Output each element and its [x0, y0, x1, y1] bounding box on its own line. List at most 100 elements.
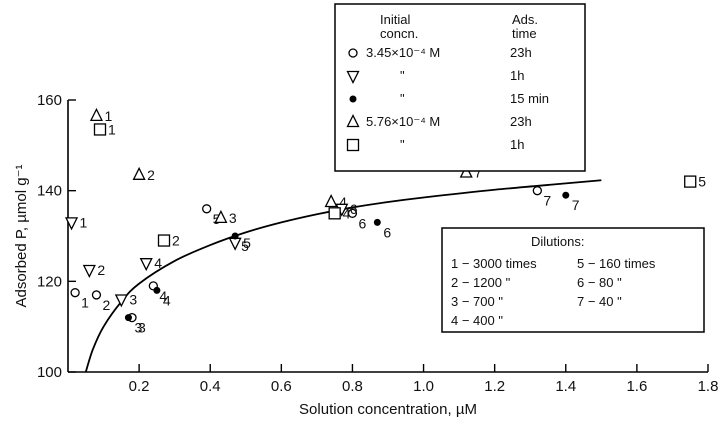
- axes: [67, 100, 708, 373]
- legend-header-time-line: time: [512, 26, 537, 41]
- dilutions-legend: Dilutions: 1 − 3000 times 5 − 160 times 2 …: [441, 227, 705, 333]
- point-dot: [231, 232, 239, 240]
- point-circle: [347, 208, 358, 218]
- x-ticks: 0.2 0.4 0.6 0.8 1.0 1.2 1.4 1.6 1.8: [129, 364, 719, 395]
- point-label: 3: [134, 320, 142, 336]
- data-points: 123456723534567123471461245: [65, 107, 706, 336]
- point-triangle-down: [65, 217, 79, 231]
- point-label: 4: [343, 205, 351, 221]
- point-triangle-down: [114, 294, 128, 308]
- legend-header-concn-line: Initial: [380, 12, 410, 27]
- legend-header-time: Ads. time: [512, 12, 538, 41]
- x-tick-label: 1.0: [413, 378, 434, 395]
- x-tick-label: 0.6: [271, 378, 292, 395]
- point-label: 6: [350, 201, 358, 217]
- y-tick-label: 140: [37, 183, 62, 200]
- point-label: 2: [97, 262, 105, 278]
- legend-concn: ": [400, 137, 405, 152]
- dilution-right: 7 − 40 ": [577, 294, 622, 309]
- point-label: 3: [138, 320, 146, 336]
- dilutions-rows: 1 − 3000 times 5 − 160 times 2 − 1200 " 6 −…: [451, 256, 656, 328]
- legend-marker-triangle-up: [346, 114, 360, 128]
- point-dot: [153, 286, 161, 294]
- point-dot: [562, 191, 570, 199]
- dilution-left: 4 − 400 ": [451, 313, 503, 328]
- point-label: 4: [163, 292, 171, 308]
- point-label: 1: [104, 108, 112, 124]
- point-label: 5: [243, 235, 251, 251]
- x-tick-label: 1.4: [555, 378, 576, 395]
- point-label: 2: [172, 233, 180, 249]
- point-triangle-up: [89, 107, 103, 122]
- point-circle: [70, 288, 80, 298]
- legend-time: 1h: [510, 68, 524, 83]
- point-label: 6: [358, 215, 366, 231]
- point-label: 7: [543, 193, 551, 209]
- point-dot: [124, 314, 132, 322]
- legend-concn: 3.45×10⁻⁴ M: [366, 45, 440, 60]
- point-label: 4: [154, 255, 162, 271]
- point-triangle-up: [324, 194, 338, 208]
- legend: Initial concn. Ads. time 3.45×10⁻⁴ M 23h " 1h…: [334, 3, 586, 172]
- point-triangle-up: [132, 166, 146, 180]
- point-square: [93, 123, 107, 136]
- legend-marker-circle: [348, 48, 358, 58]
- legend-time: 15 min: [510, 91, 549, 106]
- y-tick-label: 160: [37, 92, 62, 109]
- legend-time: 23h: [510, 114, 532, 129]
- point-label: 2: [147, 167, 155, 183]
- y-axis-label: Adsorbed P, µmol g⁻¹: [13, 164, 30, 307]
- point-triangle-down: [82, 264, 96, 278]
- point-square: [684, 175, 697, 188]
- point-label: 1: [80, 214, 88, 230]
- point-circle: [91, 290, 102, 300]
- point-square: [328, 207, 341, 220]
- dilution-left: 2 − 1200 ": [451, 275, 511, 290]
- x-tick-label: 0.8: [342, 378, 363, 395]
- x-tick-label: 0.4: [200, 378, 221, 395]
- x-axis-label: Solution concentration, µM: [299, 401, 477, 418]
- legend-header-time-line: Ads.: [512, 12, 538, 27]
- legend-marker-dot: [349, 95, 357, 103]
- y-tick-label: 100: [37, 364, 62, 381]
- point-triangle-down: [228, 237, 242, 251]
- point-label: 6: [383, 224, 391, 240]
- dilution-right: 6 − 80 ": [577, 275, 622, 290]
- y-tick-label: 120: [37, 273, 62, 290]
- legend-marker-square: [346, 138, 360, 152]
- point-label: 4: [159, 288, 167, 304]
- legend-time: 23h: [510, 45, 532, 60]
- legend-concn: 5.76×10⁻⁴ M: [366, 114, 440, 129]
- dilutions-box: [441, 227, 705, 333]
- dilution-right: 5 − 160 times: [577, 256, 656, 271]
- legend-header-concn-line: concn.: [380, 26, 418, 41]
- legend-header-concn: Initial concn.: [380, 12, 418, 41]
- point-circle: [532, 186, 542, 196]
- dilution-left: 1 − 3000 times: [451, 256, 537, 271]
- legend-rows: 3.45×10⁻⁴ M 23h " 1h " 15 min 5.76×10⁻⁴ M 23h " 1…: [346, 45, 549, 152]
- x-tick-label: 0.2: [129, 378, 150, 395]
- point-label: 7: [572, 197, 580, 213]
- point-label: 7: [474, 165, 482, 181]
- point-label: 3: [229, 210, 237, 226]
- fit-curve: [84, 179, 602, 373]
- dilution-left: 3 − 700 ": [451, 294, 503, 309]
- legend-marker-triangle-down: [346, 70, 360, 84]
- legend-concn: ": [400, 68, 405, 83]
- point-label: 4: [339, 194, 347, 210]
- point-triangle-up: [214, 209, 228, 224]
- point-label: 3: [129, 291, 137, 307]
- point-label: 2: [102, 297, 110, 313]
- dilutions-title: Dilutions:: [531, 234, 584, 249]
- point-triangle-down: [139, 258, 153, 272]
- point-dot: [373, 218, 381, 226]
- x-tick-label: 1.6: [626, 378, 647, 395]
- point-label: 1: [81, 295, 89, 311]
- legend-concn: ": [400, 91, 405, 106]
- x-tick-label: 1.8: [698, 378, 719, 395]
- point-label: 1: [108, 121, 116, 137]
- point-circle: [202, 204, 212, 214]
- x-tick-label: 1.2: [484, 378, 505, 395]
- y-ticks: 100 120 140 160: [37, 92, 76, 381]
